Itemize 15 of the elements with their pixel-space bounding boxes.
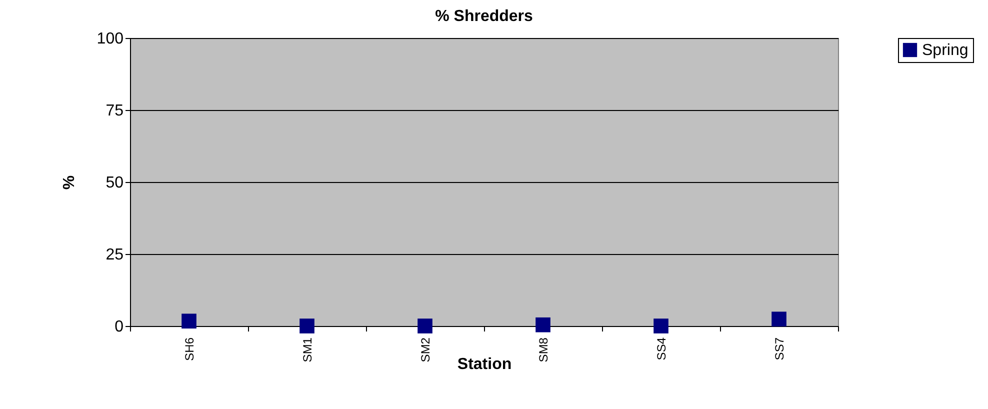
y-tick-label: 50: [106, 174, 124, 192]
x-tick-label: SM1: [300, 337, 314, 362]
y-tick-label: 0: [114, 318, 124, 336]
y-tick-label: 75: [106, 102, 124, 120]
x-axis-title: Station: [457, 356, 512, 374]
y-axis-title: %: [60, 175, 78, 190]
legend-label: Spring: [922, 42, 968, 59]
x-tick-label: SM2: [418, 337, 432, 362]
x-tick-label: SM8: [536, 337, 550, 362]
x-tick-label: SS4: [654, 337, 668, 360]
x-tick-label: SH6: [182, 337, 196, 361]
y-tick-label: 100: [96, 30, 124, 48]
y-tick-label: 25: [106, 246, 124, 264]
chart-title: % Shredders: [435, 8, 534, 25]
x-tick-label: SS7: [772, 337, 786, 360]
